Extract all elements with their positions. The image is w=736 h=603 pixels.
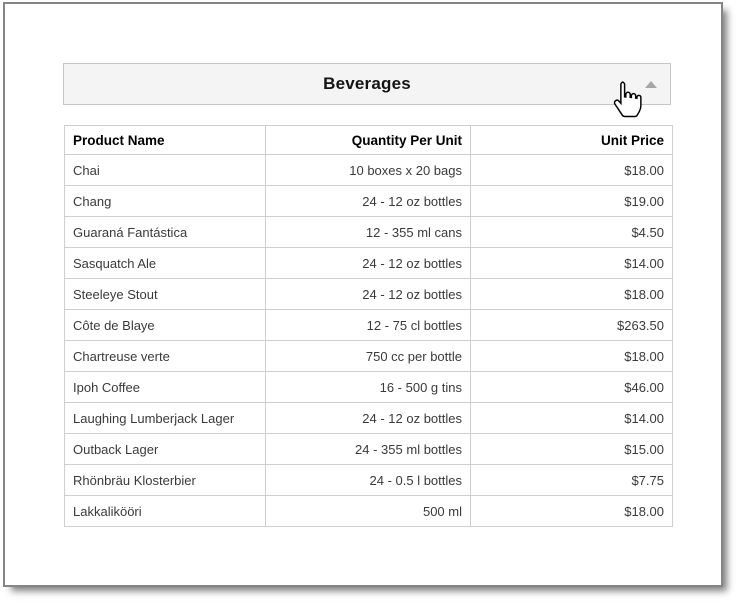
table-row[interactable]: Chang 24 - 12 oz bottles $19.00 (64, 185, 673, 217)
column-header-quantity-per-unit[interactable]: Quantity Per Unit (265, 125, 471, 155)
cell-price: $263.50 (470, 309, 673, 341)
cell-product: Guaraná Fantástica (64, 216, 266, 248)
cell-product: Lakkalikööri (64, 495, 266, 527)
cell-price: $14.00 (470, 247, 673, 279)
table-row[interactable]: Ipoh Coffee 16 - 500 g tins $46.00 (64, 371, 673, 403)
cell-product: Sasquatch Ale (64, 247, 266, 279)
cell-price: $18.00 (470, 154, 673, 186)
cell-quantity: 24 - 12 oz bottles (265, 278, 471, 310)
cell-quantity: 12 - 75 cl bottles (265, 309, 471, 341)
cell-product: Ipoh Coffee (64, 371, 266, 403)
table-row[interactable]: Chartreuse verte 750 cc per bottle $18.00 (64, 340, 673, 372)
column-header-product-name[interactable]: Product Name (64, 125, 266, 155)
table-row[interactable]: Laughing Lumberjack Lager 24 - 12 oz bott… (64, 402, 673, 434)
table-row[interactable]: Côte de Blaye 12 - 75 cl bottles $263.50 (64, 309, 673, 341)
cell-quantity: 500 ml (265, 495, 471, 527)
cell-product: Chang (64, 185, 266, 217)
collapse-arrow-icon[interactable] (645, 81, 657, 88)
table-row[interactable]: Guaraná Fantástica 12 - 355 ml cans $4.50 (64, 216, 673, 248)
products-table: Product Name Quantity Per Unit Unit Pric… (64, 125, 673, 527)
cell-price: $15.00 (470, 433, 673, 465)
table-header: Product Name Quantity Per Unit Unit Pric… (64, 125, 673, 155)
cell-product: Chartreuse verte (64, 340, 266, 372)
cell-price: $18.00 (470, 278, 673, 310)
cell-price: $14.00 (470, 402, 673, 434)
cell-price: $18.00 (470, 340, 673, 372)
cell-quantity: 10 boxes x 20 bags (265, 154, 471, 186)
group-title: Beverages (323, 74, 411, 93)
cell-product: Outback Lager (64, 433, 266, 465)
table-row[interactable]: Steeleye Stout 24 - 12 oz bottles $18.00 (64, 278, 673, 310)
table-row[interactable]: Outback Lager 24 - 355 ml bottles $15.00 (64, 433, 673, 465)
table-row[interactable]: Sasquatch Ale 24 - 12 oz bottles $14.00 (64, 247, 673, 279)
column-header-unit-price[interactable]: Unit Price (470, 125, 673, 155)
group-panel-beverages[interactable]: Beverages (63, 63, 671, 105)
cell-price: $18.00 (470, 495, 673, 527)
cell-product: Laughing Lumberjack Lager (64, 402, 266, 434)
table-row[interactable]: Lakkalikööri 500 ml $18.00 (64, 495, 673, 527)
cell-quantity: 24 - 12 oz bottles (265, 185, 471, 217)
cell-quantity: 16 - 500 g tins (265, 371, 471, 403)
cell-quantity: 24 - 12 oz bottles (265, 402, 471, 434)
cell-quantity: 12 - 355 ml cans (265, 216, 471, 248)
cell-quantity: 24 - 355 ml bottles (265, 433, 471, 465)
cell-price: $19.00 (470, 185, 673, 217)
cell-quantity: 24 - 0.5 l bottles (265, 464, 471, 496)
table-row[interactable]: Rhönbräu Klosterbier 24 - 0.5 l bottles $7… (64, 464, 673, 496)
cell-quantity: 750 cc per bottle (265, 340, 471, 372)
cell-product: Chai (64, 154, 266, 186)
cell-product: Côte de Blaye (64, 309, 266, 341)
cell-product: Steeleye Stout (64, 278, 266, 310)
cell-price: $7.75 (470, 464, 673, 496)
cell-price: $4.50 (470, 216, 673, 248)
app-window: Beverages Product Name Quantity Per Unit… (3, 2, 723, 587)
cell-price: $46.00 (470, 371, 673, 403)
cell-product: Rhönbräu Klosterbier (64, 464, 266, 496)
cell-quantity: 24 - 12 oz bottles (265, 247, 471, 279)
table-body: Chai 10 boxes x 20 bags $18.00 Chang 24 - 12… (64, 154, 673, 527)
table-row[interactable]: Chai 10 boxes x 20 bags $18.00 (64, 154, 673, 186)
